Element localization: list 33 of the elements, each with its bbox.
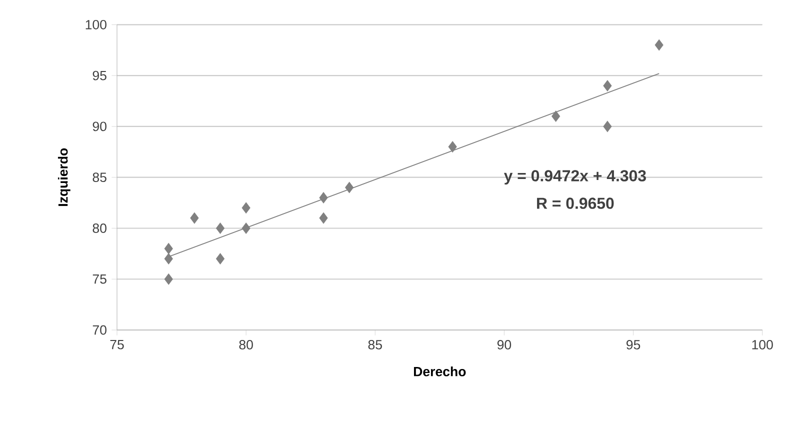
y-axis-title: Izquierdo xyxy=(58,148,70,206)
y-tick-label: 80 xyxy=(92,224,106,233)
x-tick-label: 95 xyxy=(626,340,640,350)
point xyxy=(448,141,457,152)
point xyxy=(216,253,225,264)
annotation: R = 0.9650 xyxy=(537,198,614,209)
annotation: y = 0.9472x + 4.303 xyxy=(504,170,646,185)
point xyxy=(345,182,354,194)
point xyxy=(319,192,328,204)
point xyxy=(242,222,250,234)
y-tick-label: 95 xyxy=(92,70,106,80)
point xyxy=(552,110,560,122)
y-tick-label: 85 xyxy=(92,172,106,182)
y-tick-label: 75 xyxy=(92,274,106,284)
point xyxy=(603,120,612,132)
x-tick-label: 75 xyxy=(110,340,124,350)
point xyxy=(164,253,173,264)
x-tick-label: 100 xyxy=(752,340,773,350)
point xyxy=(216,222,225,234)
point xyxy=(319,212,328,224)
point xyxy=(603,80,612,92)
point xyxy=(242,202,250,214)
point xyxy=(164,274,173,285)
y-tick-label: 90 xyxy=(92,122,106,132)
point xyxy=(654,39,664,51)
x-tick-label: 85 xyxy=(368,340,382,350)
point xyxy=(164,242,173,254)
point xyxy=(190,212,199,224)
x-axis-title: Derecho xyxy=(414,366,466,376)
y-tick-label: 70 xyxy=(92,325,106,335)
x-tick-label: 90 xyxy=(497,340,512,350)
y-tick-label: 100 xyxy=(86,20,106,30)
x-tick-label: 80 xyxy=(239,340,253,350)
